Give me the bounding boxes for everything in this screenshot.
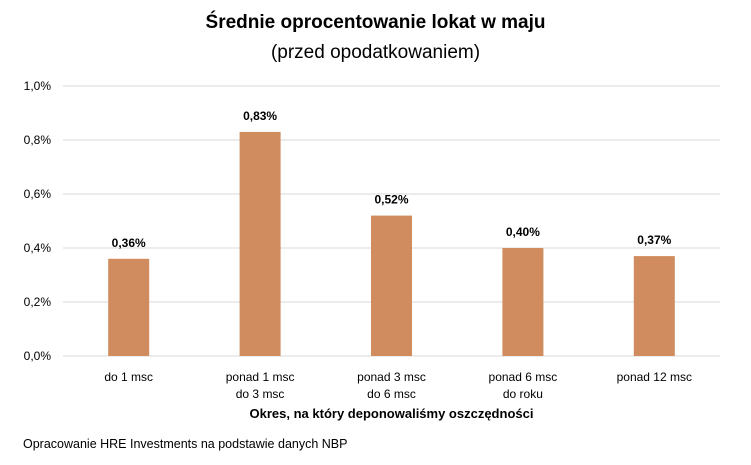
data-label: 0,36%: [112, 236, 146, 250]
y-tick-label: 0,0%: [24, 349, 52, 363]
bar: [239, 131, 281, 356]
x-tick-label: ponad 6 msc: [489, 370, 558, 384]
data-label: 0,37%: [637, 233, 671, 247]
bar: [108, 258, 150, 356]
x-tick-label: ponad 3 msc: [357, 370, 426, 384]
x-tick-label: do 1 msc: [104, 370, 153, 384]
y-tick-label: 1,0%: [24, 79, 52, 93]
bar: [633, 256, 675, 356]
source-note: Opracowanie HRE Investments na podstawie…: [23, 437, 348, 451]
x-tick-label: do roku: [503, 387, 543, 401]
x-tick-label: do 3 msc: [236, 387, 285, 401]
data-label: 0,40%: [506, 225, 540, 239]
chart-subtitle: (przed opodatkowaniem): [270, 42, 481, 63]
bar: [371, 215, 412, 356]
x-tick-label: ponad 12 msc: [617, 370, 692, 384]
y-tick-label: 0,6%: [24, 187, 52, 201]
bar: [502, 248, 544, 356]
x-tick-label: do 6 msc: [367, 387, 416, 401]
data-label: 0,83%: [243, 109, 277, 123]
x-tick-label: ponad 1 msc: [226, 370, 295, 384]
chart-title: Średnie oprocentowanie lokat w maju: [205, 12, 546, 33]
data-label: 0,52%: [374, 193, 408, 207]
y-tick-label: 0,4%: [24, 241, 52, 255]
y-tick-label: 0,2%: [24, 295, 52, 309]
x-axis-title: Okres, na który deponowaliśmy oszczędnoś…: [250, 406, 534, 421]
y-tick-label: 0,8%: [24, 133, 52, 147]
bar-chart: 0,0% 0,2% 0,4% 0,6% 0,8% 1,0% 0,36% do 1 msc 0,8…: [24, 79, 720, 421]
